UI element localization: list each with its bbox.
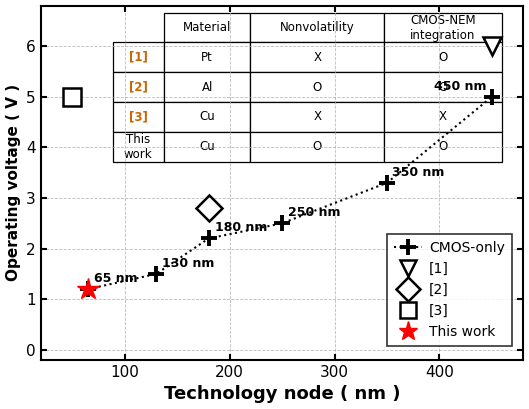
Y-axis label: Operating voltage ( V ): Operating voltage ( V ) bbox=[6, 84, 21, 281]
X-axis label: Technology node ( nm ): Technology node ( nm ) bbox=[164, 385, 400, 403]
Text: 65 nm: 65 nm bbox=[94, 272, 138, 285]
Text: 350 nm: 350 nm bbox=[393, 166, 445, 179]
Text: 180 nm: 180 nm bbox=[215, 221, 267, 234]
Text: 250 nm: 250 nm bbox=[288, 206, 341, 219]
Text: 450 nm: 450 nm bbox=[434, 80, 487, 93]
Text: 130 nm: 130 nm bbox=[162, 257, 215, 270]
Legend: CMOS-only, [1], [2], [3], This work: CMOS-only, [1], [2], [3], This work bbox=[387, 234, 512, 346]
